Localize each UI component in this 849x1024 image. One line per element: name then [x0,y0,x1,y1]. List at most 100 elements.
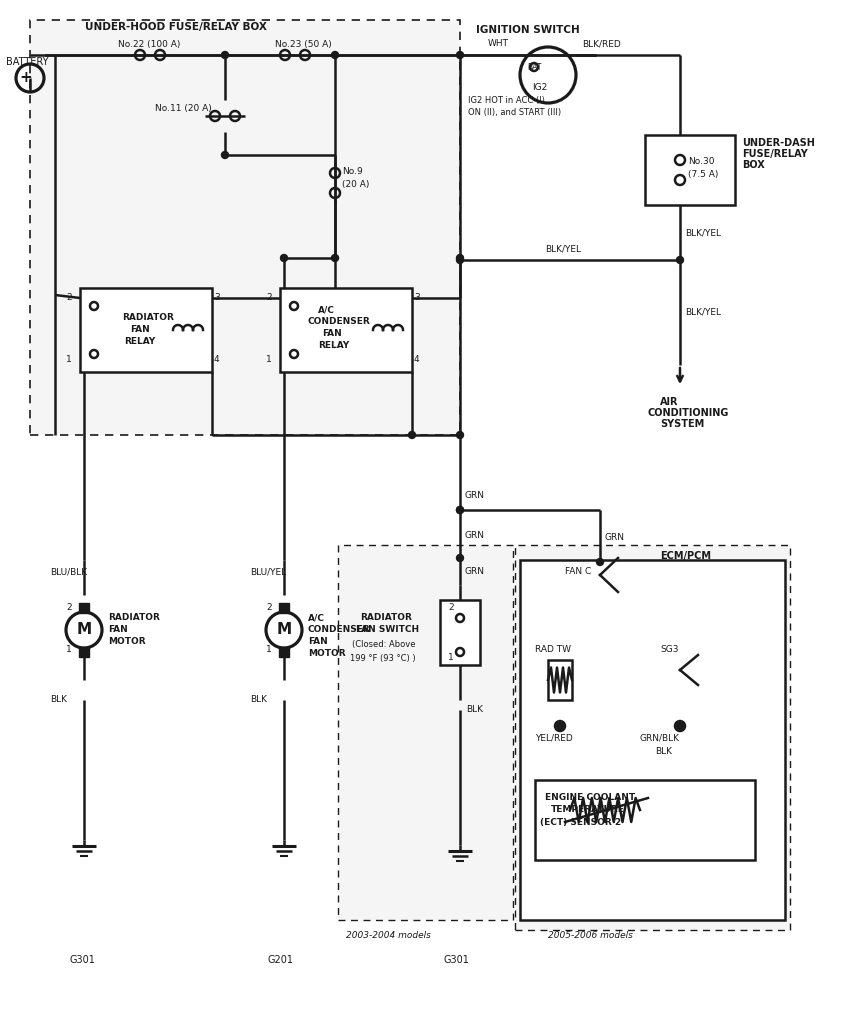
Text: 1: 1 [448,653,453,663]
Text: 2: 2 [448,603,453,612]
Text: 1: 1 [66,645,72,654]
Text: 4: 4 [214,355,220,365]
Text: AIR: AIR [660,397,678,407]
Text: FAN: FAN [130,326,149,335]
Circle shape [280,255,288,261]
Text: 3: 3 [214,294,220,302]
Text: GRN: GRN [605,534,625,543]
Bar [30,20,460,435]
Text: WHT: WHT [488,40,509,48]
Text: BLK/YEL: BLK/YEL [685,307,721,316]
Text: FAN: FAN [108,626,127,635]
Text: 2: 2 [66,294,72,302]
Text: BLK: BLK [50,695,67,705]
Text: No.30: No.30 [688,158,715,167]
Circle shape [408,431,415,438]
Text: FAN: FAN [308,638,328,646]
Text: 4: 4 [414,355,419,365]
Text: MOTOR: MOTOR [308,649,346,658]
Text: G201: G201 [268,955,294,965]
Text: FUSE/RELAY: FUSE/RELAY [742,150,807,159]
Text: 199 °F (93 °C) ): 199 °F (93 °C) ) [350,653,416,663]
Text: ECM/PCM: ECM/PCM [660,551,711,561]
Text: UNDER-DASH: UNDER-DASH [742,138,815,148]
Text: 1: 1 [267,645,272,654]
Text: 2003-2004 models: 2003-2004 models [346,931,431,939]
Text: GRN: GRN [465,530,485,540]
Circle shape [457,255,464,261]
Circle shape [222,152,228,159]
Text: No.9: No.9 [342,168,363,176]
Text: UNDER-HOOD FUSE/RELAY BOX: UNDER-HOOD FUSE/RELAY BOX [85,22,267,32]
Text: GRN/BLK: GRN/BLK [640,733,680,742]
Text: (Closed: Above: (Closed: Above [352,640,415,649]
Bar [528,640,768,865]
Bar [440,600,480,665]
Text: G301: G301 [444,955,469,965]
Text: 1: 1 [66,355,72,365]
Text: M: M [76,623,92,638]
Text: BLK/YEL: BLK/YEL [685,228,721,238]
Text: CONDENSER: CONDENSER [308,317,371,327]
Text: M: M [277,623,291,638]
Circle shape [457,256,464,263]
Bar [515,545,790,930]
Text: 2005-2006 models: 2005-2006 models [548,931,633,939]
Text: RAD TW: RAD TW [535,645,571,654]
Text: BLK/RED: BLK/RED [582,40,621,48]
Text: +: + [20,71,32,85]
Text: TEMPERATURE: TEMPERATURE [551,806,625,814]
Text: No.23 (50 A): No.23 (50 A) [275,40,332,48]
Text: No.11 (20 A): No.11 (20 A) [155,103,211,113]
Text: RADIATOR: RADIATOR [122,313,174,323]
Circle shape [597,558,604,565]
Text: ENGINE COOLANT: ENGINE COOLANT [545,793,635,802]
Circle shape [677,723,683,729]
Text: 2: 2 [267,603,272,612]
Bar [80,288,212,372]
Text: A/C: A/C [318,305,335,314]
Text: ON (II), and START (III): ON (II), and START (III) [468,108,561,117]
Text: BOX: BOX [742,160,765,170]
Text: 2: 2 [66,603,72,612]
Circle shape [457,507,464,513]
Circle shape [457,555,464,561]
Text: SYSTEM: SYSTEM [660,419,705,429]
Text: (20 A): (20 A) [342,179,369,188]
Circle shape [457,507,464,513]
Text: FAN C: FAN C [565,567,591,577]
Bar [645,135,735,205]
Text: IGNITION SWITCH: IGNITION SWITCH [476,25,580,35]
Text: GRN: GRN [465,567,485,577]
Circle shape [331,51,339,58]
Text: BLK: BLK [655,748,672,757]
Bar [279,647,289,657]
Text: GRN: GRN [465,490,485,500]
Circle shape [222,51,228,58]
Text: RELAY: RELAY [318,341,349,350]
Text: No.22 (100 A): No.22 (100 A) [118,40,180,48]
Circle shape [677,256,683,263]
Text: SG3: SG3 [660,645,678,654]
Text: RELAY: RELAY [124,338,155,346]
Circle shape [457,431,464,438]
Text: FAN SWITCH: FAN SWITCH [356,626,419,635]
Text: BAT: BAT [527,62,541,72]
Text: 2: 2 [267,294,272,302]
Text: CONDITIONING: CONDITIONING [648,408,729,418]
Bar [280,288,412,372]
Text: RADIATOR: RADIATOR [360,613,412,623]
Text: BLK/YEL: BLK/YEL [545,245,581,254]
Text: RADIATOR: RADIATOR [108,613,160,623]
Bar [279,603,289,613]
Text: YEL/RED: YEL/RED [535,733,573,742]
Bar [535,780,755,860]
Text: BLU/BLK: BLU/BLK [50,567,87,577]
Text: A/C: A/C [308,613,325,623]
Text: (7.5 A): (7.5 A) [688,170,718,178]
Bar [548,660,572,700]
Text: BLK: BLK [466,706,483,715]
Text: IG2 HOT in ACC (I),: IG2 HOT in ACC (I), [468,95,548,104]
Text: CONDENSER: CONDENSER [308,626,371,635]
Text: FAN: FAN [322,330,342,339]
